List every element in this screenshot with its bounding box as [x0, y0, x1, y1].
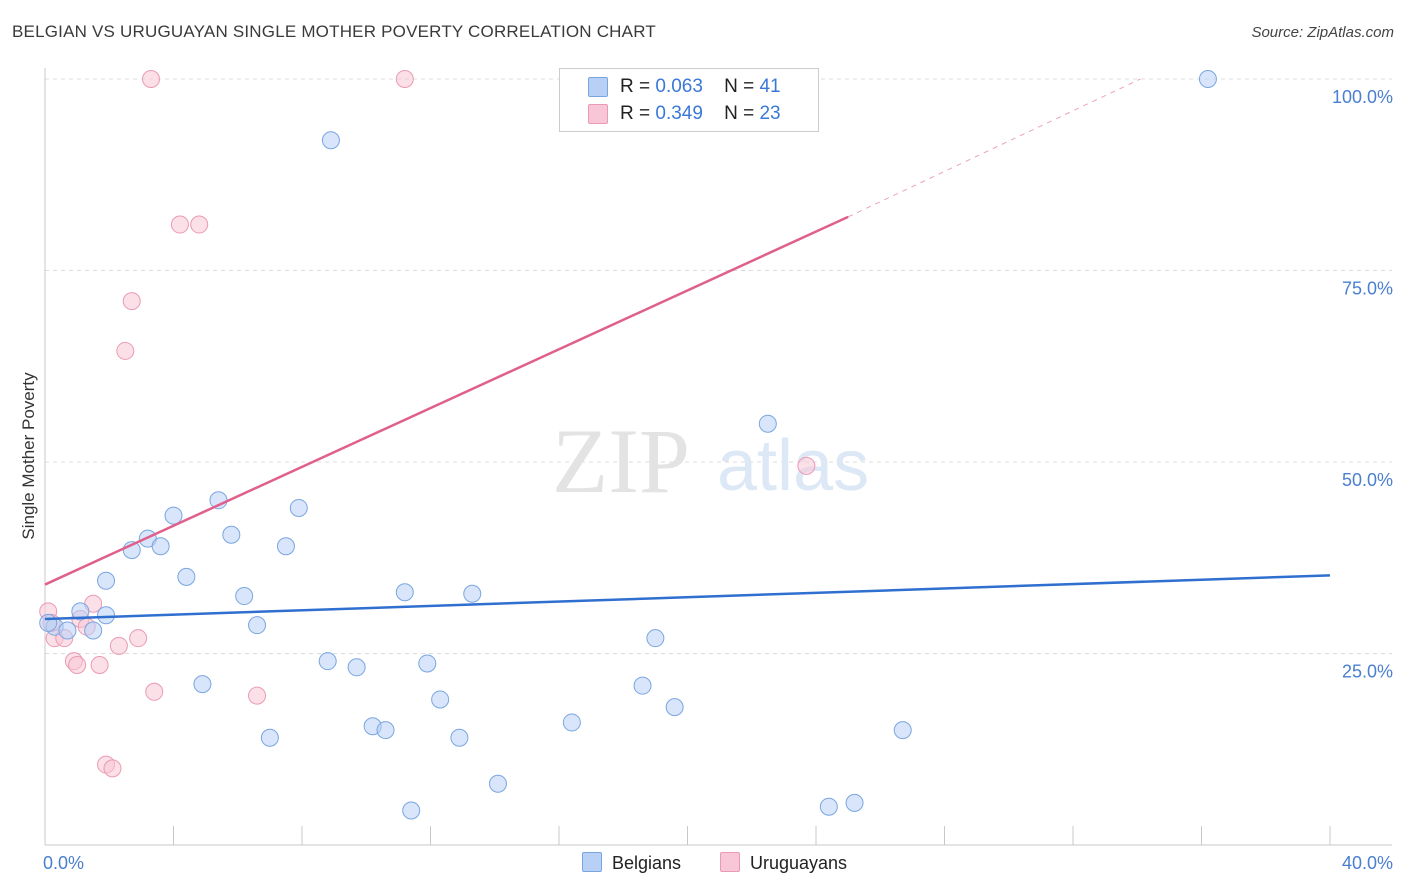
uruguayan-point — [797, 456, 816, 475]
bottom-legend-uruguayans: Uruguayans — [720, 852, 847, 874]
uruguayan-point — [68, 655, 87, 674]
legend-r-label: R = — [620, 76, 651, 97]
belgian-point — [235, 587, 254, 606]
belgian-point — [58, 621, 77, 640]
belgian-point — [222, 525, 241, 544]
belgian-point — [347, 658, 366, 677]
y-tick-label: 50.0% — [1342, 470, 1393, 490]
belgian-point — [177, 567, 196, 586]
watermark-zip: ZIP — [552, 410, 690, 512]
chart-title: BELGIAN VS URUGUAYAN SINGLE MOTHER POVER… — [12, 22, 656, 41]
y-tick-label: 75.0% — [1342, 279, 1393, 299]
belgian-point — [39, 613, 58, 632]
legend: R = 0.063 N = 41 R = 0.349 N = 23 — [559, 68, 819, 132]
uruguayan-point — [103, 759, 122, 778]
uruguayan-point — [395, 70, 414, 88]
belgian-point — [289, 498, 308, 517]
uruguayan-trend-extension — [847, 78, 1141, 218]
legend-n-label: N = — [724, 103, 755, 124]
uruguayan-point — [142, 70, 161, 88]
belgian-trend-line — [44, 574, 1331, 621]
x-tick-label-min: 0.0% — [43, 853, 84, 873]
y-axis-title: Single Mother Poverty — [19, 372, 38, 540]
watermark-atlas: atlas — [717, 426, 869, 506]
belgian-point — [151, 537, 170, 556]
uruguayan-point — [145, 682, 164, 701]
bottom-legend-label-uruguayans: Uruguayans — [750, 853, 848, 873]
belgian-point — [450, 728, 469, 747]
belgian-point — [164, 506, 183, 525]
uruguayan-point — [109, 636, 128, 655]
belgian-point — [193, 675, 212, 694]
belgian-point — [276, 537, 295, 556]
belgian-point — [260, 728, 279, 747]
belgian-point — [633, 676, 652, 695]
legend-r-label: R = — [620, 103, 651, 124]
belgian-point — [395, 583, 414, 602]
axis-labels: 25.0% 50.0% 75.0% 100.0% 0.0% 40.0% Single Mot… — [19, 87, 1393, 873]
grid-lines — [45, 78, 1392, 654]
legend-n-value-uruguayans: 23 — [759, 103, 781, 124]
belgian-point — [71, 602, 90, 621]
belgian-point — [248, 616, 267, 635]
uruguayan-point — [90, 655, 109, 674]
uruguayan-point — [248, 686, 267, 705]
belgian-point — [819, 797, 838, 816]
legend-swatch-uruguayans — [588, 104, 608, 124]
legend-r-value-uruguayans: 0.349 — [655, 103, 703, 124]
y-tick-label: 100.0% — [1332, 87, 1393, 107]
legend-n-value-belgians: 41 — [759, 76, 781, 97]
belgian-point — [84, 621, 103, 640]
uruguayan-point — [129, 629, 148, 648]
belgian-point — [758, 414, 777, 433]
uruguayan-trend-line — [44, 215, 849, 586]
legend-n-label: N = — [724, 76, 755, 97]
y-tick-label: 25.0% — [1342, 662, 1393, 682]
belgian-point — [376, 721, 395, 740]
belgian-point — [646, 629, 665, 648]
source-label: Source: ZipAtlas.com — [1251, 24, 1394, 41]
uruguayan-point — [122, 292, 141, 311]
legend-swatch-belgians — [588, 77, 608, 97]
belgian-point — [418, 654, 437, 673]
belgian-point — [1198, 70, 1217, 88]
belgian-point — [97, 606, 116, 625]
belgian-point — [431, 690, 450, 709]
belgian-point — [845, 793, 864, 812]
belgian-point — [893, 721, 912, 740]
trend-lines — [44, 78, 1331, 621]
bottom-legend-swatch-belgians — [582, 852, 602, 872]
belgian-point — [562, 713, 581, 732]
belgian-points — [39, 70, 1217, 820]
belgian-point — [463, 584, 482, 603]
belgian-point — [665, 698, 684, 717]
belgian-point — [488, 774, 507, 793]
bottom-legend-label-belgians: Belgians — [612, 853, 682, 873]
belgian-point — [318, 652, 337, 671]
belgian-point — [97, 571, 116, 590]
x-tick-label-max: 40.0% — [1342, 853, 1393, 873]
belgian-point — [402, 801, 421, 820]
uruguayan-point — [116, 341, 135, 360]
uruguayan-point — [170, 215, 189, 234]
watermark: ZIP atlas — [552, 410, 869, 512]
belgian-point — [321, 131, 340, 150]
bottom-legend-belgians: Belgians — [582, 852, 681, 874]
legend-r-value-belgians: 0.063 — [655, 76, 703, 97]
axes — [44, 68, 1392, 846]
uruguayan-point — [190, 215, 209, 234]
bottom-legend-swatch-uruguayans — [720, 852, 740, 872]
